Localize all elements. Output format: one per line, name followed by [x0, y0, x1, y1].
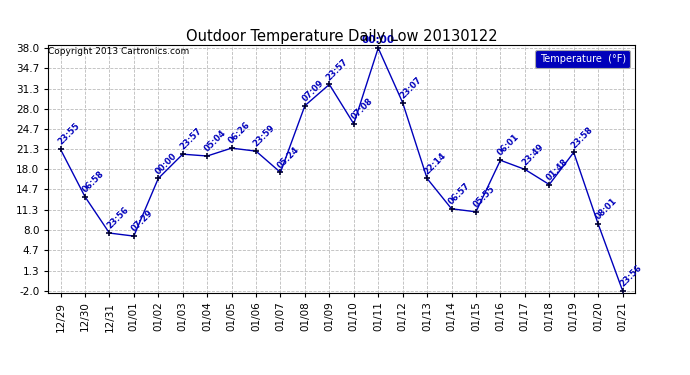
- Text: 07:09: 07:09: [300, 78, 326, 103]
- Text: 00:00: 00:00: [154, 151, 179, 176]
- Text: 23:57: 23:57: [178, 127, 204, 152]
- Text: 06:58: 06:58: [81, 169, 106, 194]
- Text: 23:58: 23:58: [569, 125, 595, 150]
- Text: 08:01: 08:01: [593, 196, 619, 222]
- Text: 07:08: 07:08: [349, 96, 375, 122]
- Legend: Temperature  (°F): Temperature (°F): [535, 50, 630, 68]
- Text: 00:00: 00:00: [362, 35, 395, 45]
- Text: 07:29: 07:29: [130, 209, 155, 234]
- Text: 22:14: 22:14: [423, 151, 448, 176]
- Text: Copyright 2013 Cartronics.com: Copyright 2013 Cartronics.com: [48, 47, 190, 56]
- Text: 23:59: 23:59: [252, 123, 277, 149]
- Text: 23:07: 23:07: [398, 75, 424, 100]
- Text: 23:57: 23:57: [325, 57, 350, 82]
- Title: Outdoor Temperature Daily Low 20130122: Outdoor Temperature Daily Low 20130122: [186, 29, 497, 44]
- Text: 23:49: 23:49: [520, 142, 546, 167]
- Text: 06:57: 06:57: [447, 181, 472, 206]
- Text: 23:56: 23:56: [105, 206, 130, 231]
- Text: 23:56: 23:56: [618, 263, 644, 288]
- Text: 05:04: 05:04: [203, 128, 228, 154]
- Text: 06:26: 06:26: [227, 120, 253, 146]
- Text: 05:55: 05:55: [471, 184, 497, 209]
- Text: 01:48: 01:48: [545, 157, 570, 182]
- Text: 23:55: 23:55: [56, 122, 81, 147]
- Text: 05:24: 05:24: [276, 145, 302, 170]
- Text: 06:01: 06:01: [496, 133, 521, 158]
